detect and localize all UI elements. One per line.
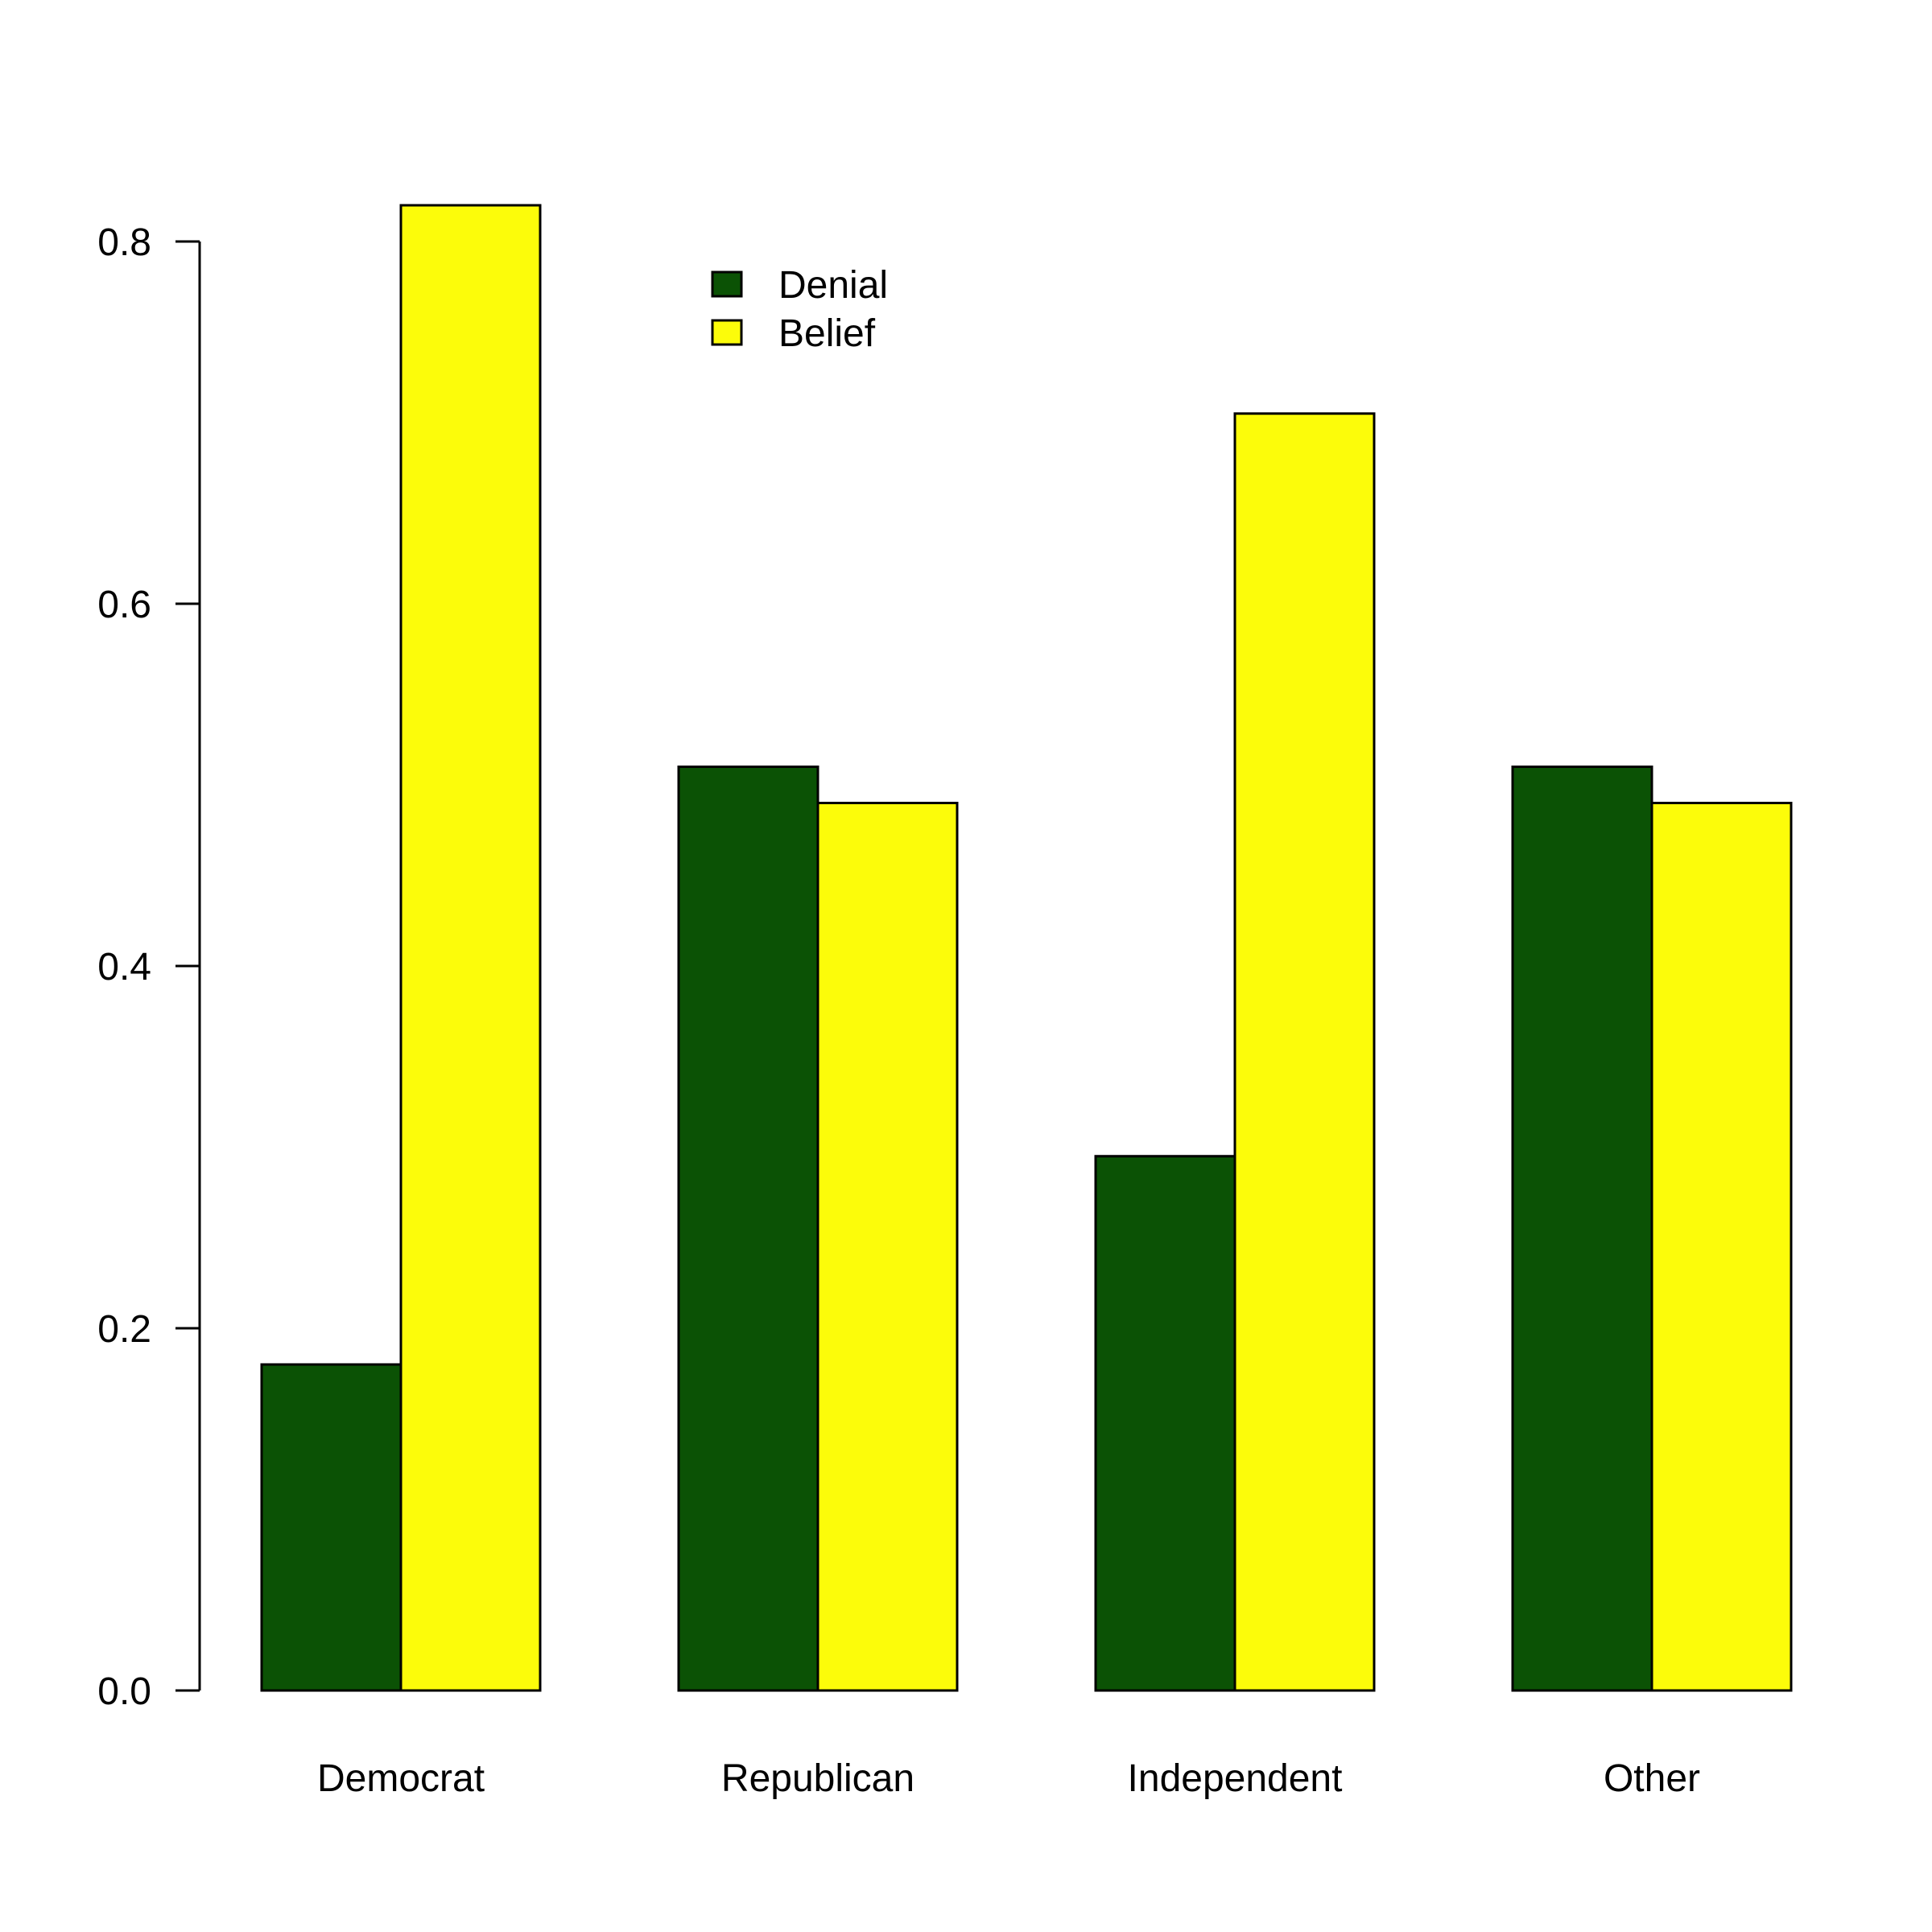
- category-label-independent: Independent: [1128, 1757, 1343, 1800]
- bar-belief-democrat: [399, 204, 542, 1692]
- bar-denial-democrat: [260, 1363, 402, 1692]
- legend: Denial Belief: [711, 264, 888, 355]
- bar-denial-other: [1511, 766, 1653, 1692]
- bar-belief-republican: [816, 802, 959, 1692]
- category-label-democrat: Democrat: [317, 1757, 485, 1800]
- category-labels: Democrat Republican Independent Other: [317, 1757, 1700, 1800]
- y-axis: 0.0 0.2 0.4 0.6 0.8: [97, 221, 201, 1713]
- legend-label-denial: Denial: [778, 264, 888, 307]
- category-label-republican: Republican: [721, 1757, 914, 1800]
- category-label-other: Other: [1604, 1757, 1700, 1800]
- y-ticks: 0.0 0.2 0.4 0.6 0.8: [97, 221, 200, 1713]
- y-tick-label: 0.6: [97, 584, 151, 626]
- y-tick-label: 0.8: [97, 221, 151, 264]
- y-tick-label: 0.0: [97, 1670, 151, 1713]
- y-tick-label: 0.2: [97, 1308, 151, 1351]
- bar-belief-other: [1650, 802, 1793, 1692]
- legend-swatch-denial: [711, 270, 743, 298]
- bar-belief-independent: [1233, 412, 1376, 1692]
- legend-swatch-belief: [711, 319, 743, 346]
- bar-denial-republican: [677, 766, 819, 1692]
- bar-denial-independent: [1094, 1154, 1236, 1692]
- legend-label-belief: Belief: [778, 312, 876, 355]
- bars: [260, 204, 1793, 1692]
- y-tick-label: 0.4: [97, 946, 151, 989]
